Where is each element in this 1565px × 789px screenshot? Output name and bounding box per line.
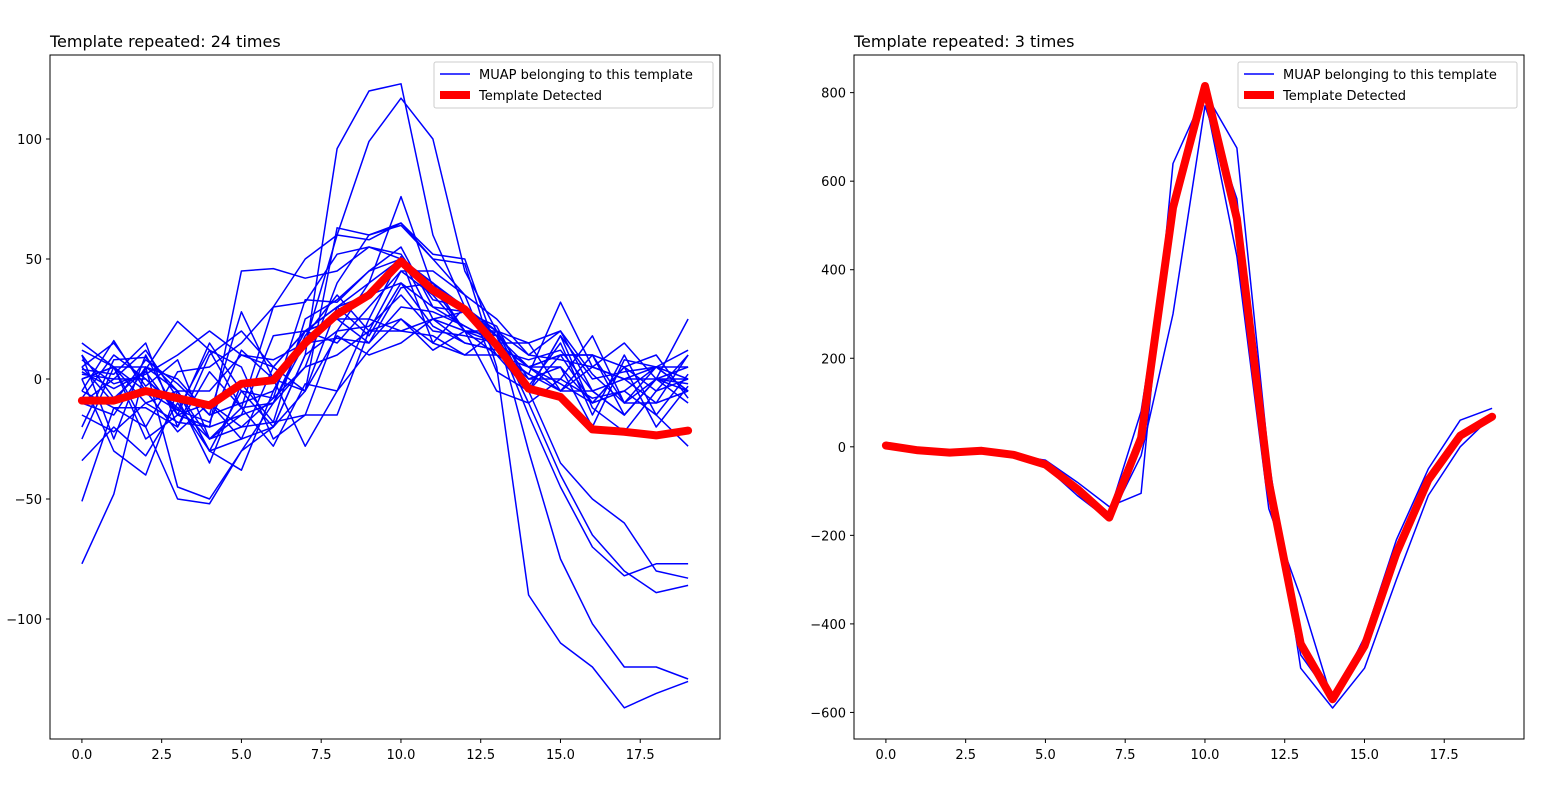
right-chart-title: Template repeated: 3 times: [853, 32, 1074, 51]
left-x-tick-label: 10.0: [386, 748, 415, 763]
right-x-tick-label: 10.0: [1190, 748, 1219, 763]
left-muap-line-17: [81, 318, 689, 440]
left-muap-line-16: [81, 282, 689, 440]
right-x-tick-label: 5.0: [1035, 748, 1056, 763]
right-template-line: [881, 82, 1497, 704]
right-x-tick-label: 12.5: [1270, 748, 1299, 763]
right-chart-x-axis: 0.0 2.5 5.0 7.5 10.0 12.5 15.0 17.5: [876, 739, 1459, 763]
left-x-tick-label: 17.5: [626, 748, 655, 763]
right-y-tick-label: −400: [810, 618, 846, 633]
left-y-tick-label: 50: [25, 253, 42, 268]
left-legend-template-label: Template Detected: [478, 89, 602, 104]
right-muap-line-2: [885, 96, 1493, 703]
right-legend-template-label: Template Detected: [1282, 89, 1406, 104]
left-muap-line-4: [81, 258, 689, 577]
right-x-tick-label: 0.0: [876, 748, 897, 763]
left-x-tick-label: 15.0: [546, 748, 575, 763]
right-legend-box: [1237, 61, 1518, 109]
left-chart: Template repeated: 24 times 0.0 2.5 5.0 7.5…: [6, 32, 721, 763]
right-chart-plot-frame: [853, 54, 1525, 740]
right-y-tick-label: 800: [821, 87, 846, 102]
right-y-tick-label: −200: [810, 529, 846, 544]
left-muap-line-24: [81, 318, 689, 428]
left-chart-template-line-group: [77, 257, 693, 440]
left-muap-line-19: [81, 258, 689, 464]
left-x-tick-label: 7.5: [311, 748, 332, 763]
right-y-tick-label: 0: [838, 441, 846, 456]
left-muap-line-21: [81, 318, 689, 447]
right-x-tick-label: 17.5: [1430, 748, 1459, 763]
right-chart-legend: MUAP belonging to this template Template…: [1237, 61, 1518, 109]
left-y-tick-label: 0: [34, 373, 42, 388]
right-x-tick-label: 7.5: [1115, 748, 1136, 763]
left-chart-plot-frame: [49, 54, 721, 740]
left-x-tick-label: 5.0: [231, 748, 252, 763]
left-muap-line-22: [81, 318, 689, 416]
left-legend-box: [433, 61, 714, 109]
left-chart-x-axis: 0.0 2.5 5.0 7.5 10.0 12.5 15.0 17.5: [72, 739, 655, 763]
left-chart-title: Template repeated: 24 times: [49, 32, 281, 51]
left-legend-muap-label: MUAP belonging to this template: [479, 68, 693, 83]
right-muap-line-1: [885, 91, 1493, 709]
left-chart-legend: MUAP belonging to this template Template…: [433, 61, 714, 109]
left-y-tick-label: 100: [17, 133, 42, 148]
right-y-tick-label: 200: [821, 352, 846, 367]
right-legend-muap-label: MUAP belonging to this template: [1283, 68, 1497, 83]
left-template-line: [77, 257, 693, 440]
right-y-tick-label: 400: [821, 264, 846, 279]
right-y-tick-label: −600: [810, 706, 846, 721]
right-chart-template-line-group: [881, 82, 1497, 704]
left-muap-line-23: [81, 282, 689, 416]
left-x-tick-label: 2.5: [151, 748, 172, 763]
right-chart-muap-lines: [885, 91, 1493, 709]
left-muap-line-1: [81, 83, 689, 594]
left-muap-line-14: [81, 222, 689, 428]
left-x-tick-label: 12.5: [466, 748, 495, 763]
left-x-tick-label: 0.0: [72, 748, 93, 763]
left-muap-line-2: [81, 97, 689, 680]
right-x-tick-label: 15.0: [1350, 748, 1379, 763]
right-y-tick-label: 600: [821, 175, 846, 190]
left-chart-y-axis: 100 50 0 −50 −100: [6, 133, 50, 628]
left-muap-line-20: [81, 246, 689, 440]
left-y-tick-label: −100: [6, 613, 42, 628]
right-muap-line-3: [885, 105, 1493, 700]
right-x-tick-label: 2.5: [955, 748, 976, 763]
left-y-tick-label: −50: [15, 493, 42, 508]
right-chart: Template repeated: 3 times 0.0 2.5 5.0 7.5 1…: [810, 32, 1525, 763]
right-chart-y-axis: 800 600 400 200 0 −200 −400 −600: [810, 87, 854, 721]
